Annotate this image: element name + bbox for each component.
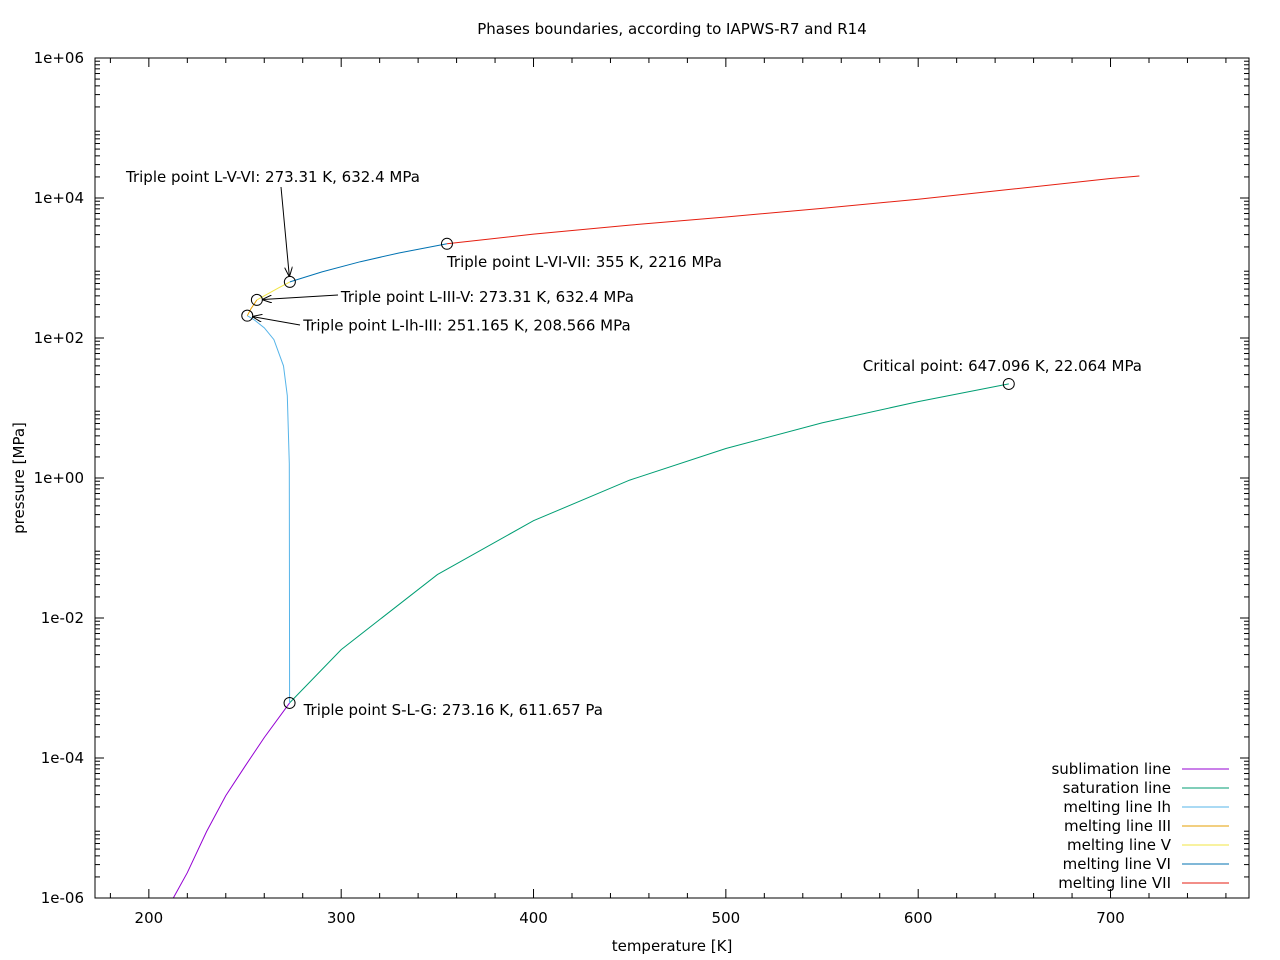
triple-point-marker (1002, 377, 1015, 390)
x-tick-label: 300 (327, 909, 356, 927)
x-tick-label: 200 (135, 909, 164, 927)
series-line-saturation-line (289, 383, 1009, 704)
y-tick-label: 1e+06 (34, 49, 84, 67)
annotation-arrow (280, 186, 289, 276)
series-line-melting-line-ih (247, 315, 291, 703)
annotation-label: Triple point L-VI-VII: 355 K, 2216 MPa (446, 253, 722, 271)
series-line-melting-line-vi (289, 243, 448, 283)
x-tick-label: 400 (519, 909, 548, 927)
legend-label: sublimation line (1051, 760, 1171, 778)
annotation-label: Triple point L-Ih-III: 251.165 K, 208.56… (302, 317, 630, 335)
x-tick-label: 700 (1096, 909, 1125, 927)
annotation-arrow (263, 294, 339, 300)
annotations: Triple point S-L-G: 273.16 K, 611.657 Pa… (125, 168, 1142, 719)
annotation-label: Critical point: 647.096 K, 22.064 MPa (863, 357, 1142, 375)
x-tick-label: 500 (712, 909, 741, 927)
y-axis-label: pressure [MPa] (10, 422, 28, 534)
annotation-label: Triple point S-L-G: 273.16 K, 611.657 Pa (303, 701, 603, 719)
plot-lines (172, 175, 1140, 899)
series-line-melting-line-iii (246, 299, 258, 316)
x-axis-label: temperature [K] (612, 937, 733, 955)
y-tick-label: 1e+00 (34, 469, 84, 487)
legend-label: melting line VI (1063, 855, 1171, 873)
legend-label: melting line VII (1058, 874, 1171, 892)
annotation-arrow (253, 317, 301, 326)
series-line-sublimation-line (172, 702, 291, 899)
annotation-label: Triple point L-III-V: 273.31 K, 632.4 MP… (340, 288, 634, 306)
chart-title: Phases boundaries, according to IAPWS-R7… (477, 20, 867, 38)
legend-label: melting line V (1067, 836, 1172, 854)
triple-point-marker (440, 237, 453, 250)
triple-point-marker (283, 696, 296, 709)
plot-points (241, 237, 1015, 709)
legend-label: melting line Ih (1063, 798, 1171, 816)
y-tick-label: 1e-04 (41, 749, 84, 767)
legend-label: saturation line (1063, 779, 1171, 797)
y-tick-label: 1e+04 (34, 189, 84, 207)
annotation-label: Triple point L-V-VI: 273.31 K, 632.4 MPa (125, 168, 420, 186)
x-tick-label: 600 (904, 909, 933, 927)
series-line-melting-line-vii (446, 175, 1140, 245)
legend-label: melting line III (1064, 817, 1171, 835)
axes: 200 300 400 500 600 700 1e-06 1e-04 1e-02 1e+00 1e… (34, 49, 1249, 927)
y-tick-label: 1e-02 (41, 609, 84, 627)
y-tick-label: 1e+02 (34, 329, 84, 347)
y-tick-label: 1e-06 (41, 889, 84, 907)
